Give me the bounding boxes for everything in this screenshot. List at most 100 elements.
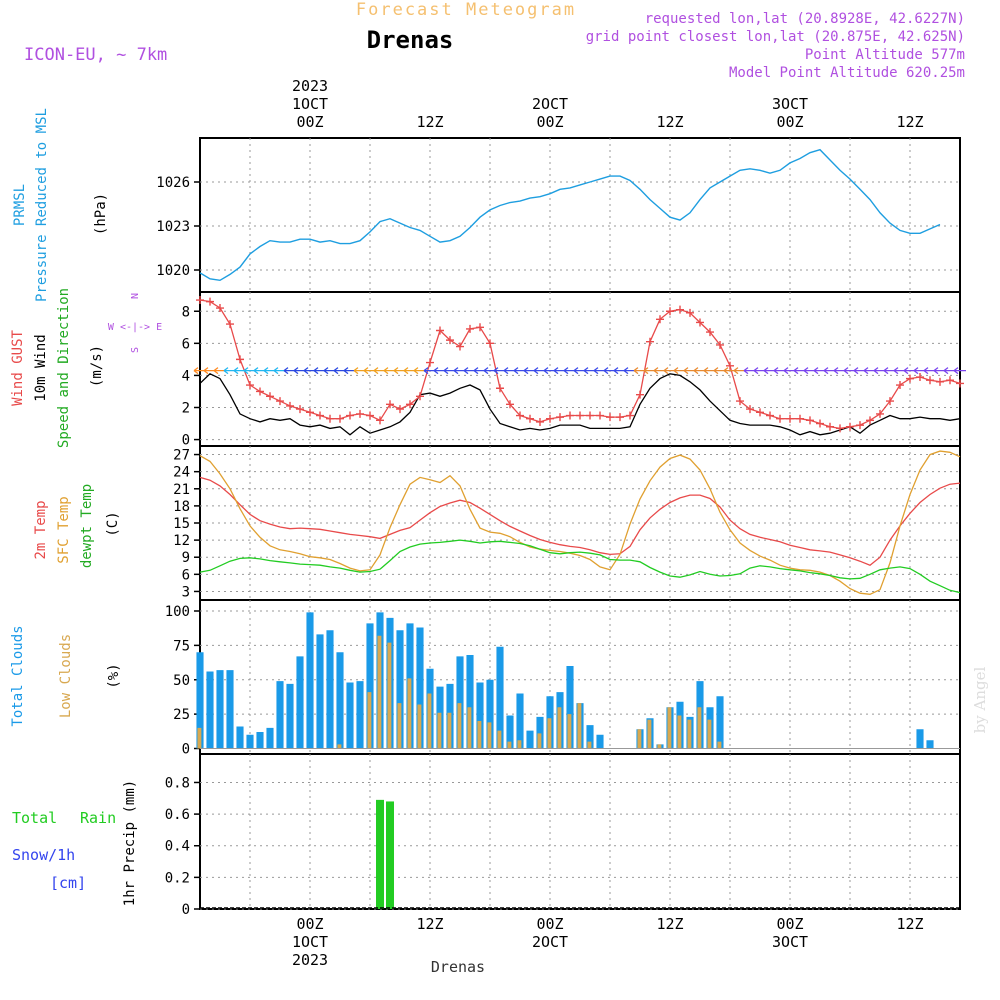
clouds-ytick-label: 75 [173, 638, 190, 654]
gust-marker [776, 414, 784, 423]
total-clouds-bar [516, 693, 524, 749]
pressure-ytick-label: 1023 [156, 219, 190, 235]
location-title: Drenas [367, 26, 454, 54]
sfc-temp-line [199, 450, 961, 595]
temp2m-label: 2m Temp [33, 500, 49, 559]
gust-marker [436, 326, 444, 335]
rain-bar [386, 801, 394, 909]
gust-marker [646, 337, 654, 346]
gust-marker [346, 411, 354, 420]
pressure-label-1: PRMSL [12, 184, 28, 226]
low-clouds-bar [477, 721, 482, 749]
bottom-time-label: 00Z [296, 915, 323, 933]
pressure-frame [199, 137, 961, 293]
gust-marker [866, 416, 874, 425]
low-clouds-bar [407, 678, 412, 749]
gridpoint-coords: grid point closest lon,lat (20.875E, 42.… [586, 29, 965, 45]
compass-we: W <-|-> E [108, 322, 162, 333]
low-clouds-bar [537, 733, 542, 749]
gust-marker [656, 315, 664, 324]
gust-marker [956, 379, 964, 388]
gust-marker [466, 324, 474, 333]
wind-ytick-label: 6 [182, 336, 190, 352]
total-clouds-bar [316, 634, 324, 749]
plot-layer: 1020102310260246836912151821242702550751… [156, 77, 966, 969]
gust-marker [606, 413, 614, 422]
low-clouds-bar [637, 729, 642, 749]
gust-line [199, 299, 961, 430]
model-label: ICON-EU, ~ 7km [24, 45, 167, 65]
bottom-time-label: 1OCT [292, 933, 328, 951]
total-clouds-bar [206, 671, 214, 749]
gust-marker [476, 323, 484, 332]
total-clouds-bar [286, 683, 294, 749]
gust-label: Wind GUST [10, 330, 26, 406]
clouds-ytick-label: 100 [165, 604, 190, 620]
gust-marker [906, 374, 914, 383]
total-clouds-bar [196, 652, 204, 749]
top-time-label: 3OCT [772, 95, 808, 113]
gust-marker [336, 414, 344, 423]
total-clouds-bar [486, 679, 494, 749]
precip-total-label: Total [12, 809, 57, 827]
low-clouds-bar [377, 635, 382, 749]
total-clouds-bar [466, 655, 474, 749]
temperature-ytick-label: 3 [182, 584, 190, 600]
model-altitude: Model Point Altitude 620.25m [729, 65, 965, 81]
wind-units: (m/s) [89, 345, 105, 387]
gust-marker [726, 361, 734, 370]
low-clouds-bar [677, 715, 682, 749]
gust-marker [696, 318, 704, 327]
compass-north: N [130, 293, 141, 299]
footer-location: Drenas [431, 958, 485, 976]
low-clouds-bar [497, 730, 502, 749]
wind-ytick-label: 0 [182, 433, 190, 449]
total-clouds-bar [506, 715, 514, 749]
total-clouds-bar [276, 681, 284, 749]
rain-bar [376, 799, 384, 909]
gust-marker [306, 408, 314, 417]
dewpt-label: dewpt Temp [79, 484, 95, 568]
gust-marker [246, 381, 254, 390]
total-clouds-bar [396, 630, 404, 749]
bottom-time-label: 12Z [896, 915, 923, 933]
temperature-ytick-label: 27 [173, 448, 190, 464]
gust-marker [786, 414, 794, 423]
gust-marker [316, 411, 324, 420]
low-clouds-bar [647, 719, 652, 749]
total-clouds-bar [716, 696, 724, 749]
gust-marker [556, 413, 564, 422]
bottom-time-label: 00Z [776, 915, 803, 933]
top-time-label: 1OCT [292, 95, 328, 113]
gust-marker [266, 392, 274, 401]
gust-marker [406, 400, 414, 409]
low-clouds-bar [427, 693, 432, 749]
precip-rain-label: Rain [80, 809, 116, 827]
low-clouds-bar [577, 703, 582, 749]
wind-ytick-label: 2 [182, 401, 190, 417]
precip-ytick-label: 0.4 [165, 839, 190, 855]
pressure-ytick-label: 1026 [156, 175, 190, 191]
temp2m-line [199, 476, 961, 566]
top-time-label: 00Z [776, 113, 803, 131]
total-clouds-bar [476, 682, 484, 749]
gust-marker [216, 304, 224, 313]
low-clouds-bar [707, 719, 712, 749]
gust-marker [536, 417, 544, 426]
dewpt-line [199, 539, 961, 594]
bottom-time-label: 3OCT [772, 933, 808, 951]
low-clouds-bar [387, 642, 392, 749]
low-clouds-bar [487, 722, 492, 749]
gust-marker [796, 414, 804, 423]
gust-marker [426, 358, 434, 367]
temperature-ytick-label: 15 [173, 516, 190, 532]
low-clouds-bar [567, 714, 572, 749]
total-clouds-bar [226, 670, 234, 749]
total-clouds-bar [926, 740, 934, 749]
pressure-label-2: Pressure Reduced to MSL [34, 108, 50, 302]
bottom-time-label: 2OCT [532, 933, 568, 951]
total-clouds-bar [236, 726, 244, 749]
precip-ytick-label: 0.2 [165, 870, 190, 886]
temperature-ytick-label: 24 [173, 465, 190, 481]
